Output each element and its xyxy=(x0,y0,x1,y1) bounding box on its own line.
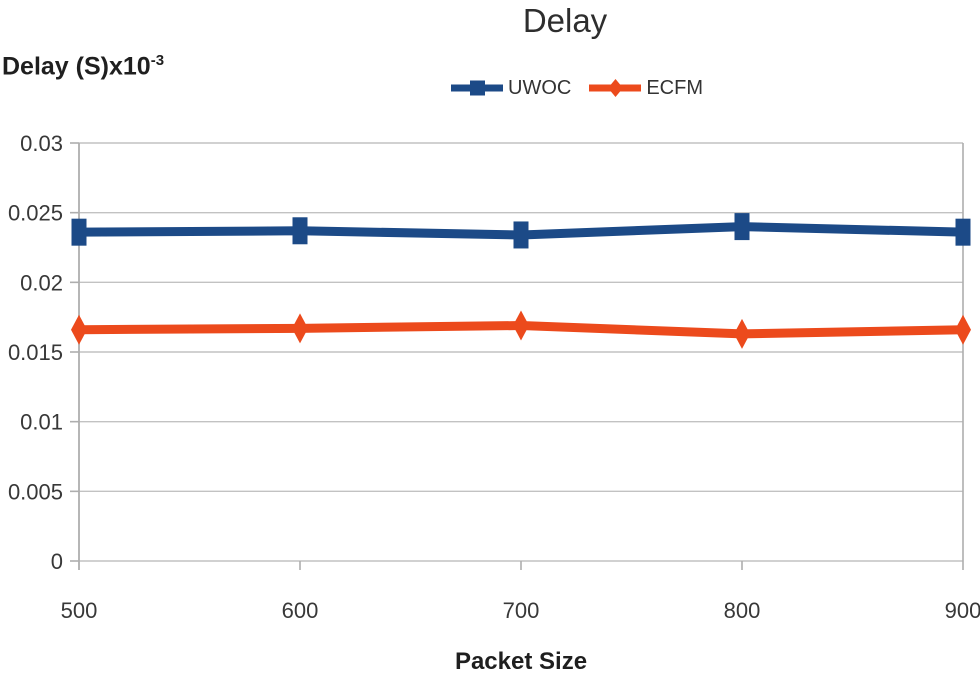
x-tick-label: 600 xyxy=(282,598,319,623)
ecfm-data-marker xyxy=(292,313,308,344)
y-tick-label: 0.03 xyxy=(20,131,63,156)
legend-label-uwoc: UWOC xyxy=(508,76,572,99)
ecfm-data-marker xyxy=(734,318,750,349)
legend-item-uwoc: UWOC xyxy=(451,77,571,100)
legend-item-ecfm: ECFM xyxy=(589,77,703,100)
uwoc-data-marker xyxy=(734,213,750,241)
y-axis-title-text: Delay (S)x10 xyxy=(2,52,151,81)
y-tick-label: 0.025 xyxy=(8,201,63,226)
y-axis-title: Delay (S)x10-3 xyxy=(2,52,164,81)
ecfm-data-marker xyxy=(955,314,971,345)
x-axis-title: Packet Size xyxy=(454,648,588,675)
y-tick-label: 0.02 xyxy=(20,270,63,295)
y-tick-label: 0.01 xyxy=(20,410,63,435)
legend-label-ecfm: ECFM xyxy=(646,76,703,99)
ecfm-data-marker xyxy=(513,310,529,341)
x-tick-label: 700 xyxy=(503,598,540,623)
legend: UWOC ECFM xyxy=(451,77,703,99)
y-tick-label: 0.015 xyxy=(8,340,63,365)
chart-title: Delay xyxy=(522,2,608,39)
ecfm-data-marker xyxy=(71,314,87,345)
uwoc-data-marker xyxy=(292,217,308,245)
y-tick-label: 0.005 xyxy=(8,479,63,504)
y-axis-title-exponent: -3 xyxy=(150,52,165,69)
uwoc-legend-marker-icon xyxy=(451,80,503,96)
ecfm-legend-marker-icon xyxy=(589,79,642,97)
y-tick-label: 0 xyxy=(51,549,63,574)
uwoc-data-marker xyxy=(71,218,87,246)
uwoc-data-marker xyxy=(955,218,971,246)
uwoc-data-marker xyxy=(513,221,529,249)
x-tick-label: 800 xyxy=(724,598,761,623)
x-tick-label: 500 xyxy=(61,598,98,623)
x-tick-label: 900 xyxy=(945,598,980,623)
